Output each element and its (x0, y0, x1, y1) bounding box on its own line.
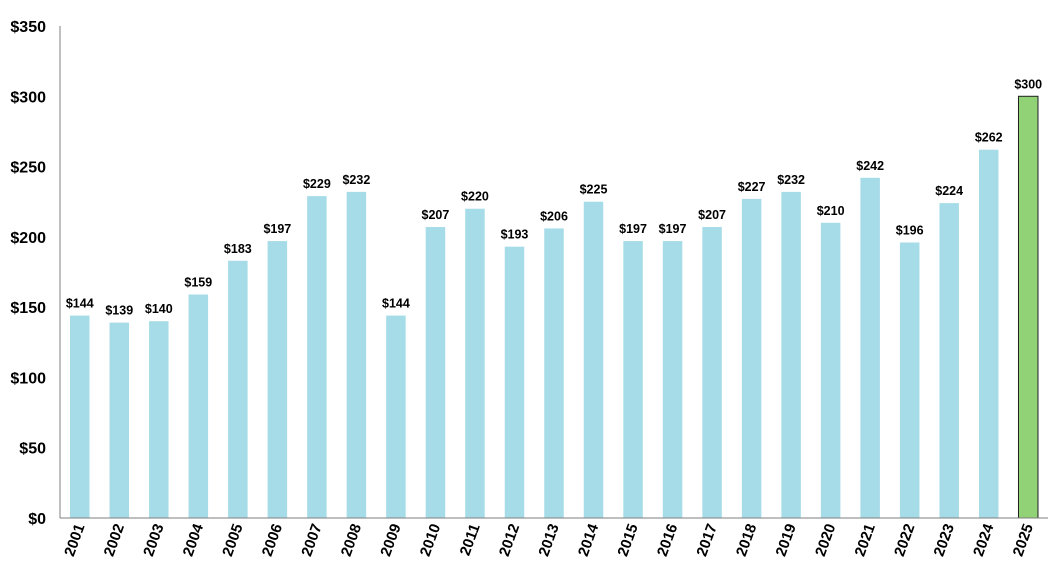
x-tick-label: 2013 (535, 522, 562, 559)
y-tick-label: $150 (10, 300, 46, 317)
bar (504, 246, 525, 518)
data-label: $159 (184, 275, 212, 289)
x-tick-label: 2011 (457, 522, 484, 558)
bar (899, 242, 920, 519)
y-tick-label: $0 (28, 511, 46, 528)
bar (662, 241, 683, 518)
data-label: $139 (105, 304, 133, 318)
data-label: $140 (145, 302, 173, 316)
bar-highlight (1017, 95, 1039, 519)
data-label: $206 (540, 209, 568, 223)
bar (741, 198, 762, 518)
data-label: $229 (303, 177, 331, 191)
bar (346, 191, 367, 519)
bar (386, 315, 406, 518)
bar (978, 149, 999, 518)
x-tick-label: 2006 (259, 522, 286, 559)
x-tick-label: 2003 (140, 522, 167, 559)
y-tick-label: $250 (10, 160, 46, 177)
data-label: $262 (975, 131, 1003, 145)
x-tick-label: 2007 (298, 522, 325, 559)
bar (939, 203, 959, 518)
x-tick-label: 2022 (891, 522, 918, 559)
x-tick-label: 2004 (180, 521, 208, 559)
x-tick-label: 2024 (970, 521, 998, 559)
data-label: $183 (224, 242, 252, 256)
x-tick-label: 2021 (852, 522, 879, 559)
bar (860, 177, 880, 518)
bar (702, 227, 722, 518)
x-tick-label: 2001 (61, 522, 88, 559)
bar (425, 227, 446, 518)
bar (307, 196, 327, 518)
data-label: $210 (817, 204, 845, 218)
x-tick-label: 2015 (614, 522, 641, 559)
x-tick-label: 2005 (219, 522, 246, 559)
data-label: $232 (342, 173, 370, 187)
x-tick-label: 2019 (772, 522, 799, 559)
x-tick-label: 2020 (812, 522, 839, 559)
bar (267, 241, 288, 518)
data-label: $220 (461, 190, 489, 204)
x-tick-label: 2025 (1010, 522, 1037, 559)
bar (544, 228, 564, 518)
data-label: $207 (422, 208, 450, 222)
y-tick-label: $50 (19, 441, 46, 458)
x-tick-label: 2016 (654, 522, 681, 559)
data-label: $224 (935, 184, 963, 198)
bar (820, 222, 841, 519)
data-label: $197 (263, 222, 291, 236)
bar (465, 208, 485, 518)
x-tick-label: 2014 (575, 521, 603, 559)
bars (70, 95, 1039, 519)
x-tick-label: 2018 (733, 522, 760, 559)
y-axis-ticks: $0 $50 $100 $150 $200 $250 $300 $350 (10, 19, 46, 528)
x-tick-label: 2012 (496, 522, 523, 559)
y-tick-label: $200 (10, 230, 46, 247)
data-label: $227 (738, 180, 766, 194)
data-label: $144 (382, 297, 410, 311)
y-tick-label: $350 (10, 19, 46, 36)
data-label: $232 (777, 173, 805, 187)
x-tick-label: 2002 (101, 522, 128, 559)
x-tick-label: 2017 (693, 522, 720, 559)
x-tick-label: 2023 (931, 522, 958, 559)
data-label: $193 (501, 228, 529, 242)
bar (781, 191, 801, 519)
data-label: $144 (66, 297, 94, 311)
data-label: $300 (1014, 77, 1042, 91)
data-labels: $144 $139 $140 $159 $183 $197 $229 $232 $144 $207… (66, 77, 1042, 317)
bar (583, 201, 604, 518)
x-axis-ticks: 2001 2002 2003 2004 2005 2006 2007 2008 2009 2010… (61, 521, 1037, 559)
x-tick-label: 2010 (417, 522, 444, 559)
data-label: $196 (896, 223, 924, 237)
bar (228, 260, 248, 518)
data-label: $242 (856, 159, 884, 173)
bar (188, 294, 209, 518)
x-tick-label: 2008 (338, 522, 365, 559)
data-label: $197 (659, 222, 687, 236)
data-label: $207 (698, 208, 726, 222)
bar (70, 315, 90, 518)
data-label: $225 (580, 183, 608, 197)
bar (109, 322, 130, 518)
bar (623, 241, 643, 518)
bar (149, 321, 169, 518)
y-tick-label: $100 (10, 370, 46, 387)
y-tick-label: $300 (10, 89, 46, 106)
x-tick-label: 2009 (377, 522, 404, 559)
data-label: $197 (619, 222, 647, 236)
